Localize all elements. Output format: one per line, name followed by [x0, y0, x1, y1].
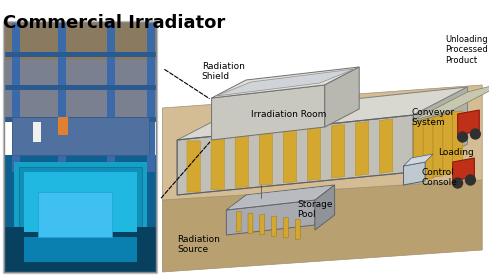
Polygon shape [325, 67, 359, 127]
Polygon shape [331, 124, 345, 178]
Circle shape [471, 129, 480, 139]
Polygon shape [163, 85, 482, 200]
Text: Radiation
Source: Radiation Source [177, 235, 220, 255]
Polygon shape [226, 185, 334, 210]
Polygon shape [443, 113, 453, 174]
Bar [24, 237, 137, 262]
Text: Commercial Irradiator: Commercial Irradiator [3, 14, 225, 32]
Bar [12, 22, 20, 172]
Text: Storage
Pool: Storage Pool [297, 200, 332, 220]
Polygon shape [283, 218, 288, 238]
Text: Irradiation Room: Irradiation Room [251, 110, 327, 119]
Polygon shape [414, 87, 468, 172]
Circle shape [453, 178, 463, 188]
Text: Radiation
Shield: Radiation Shield [202, 62, 245, 81]
Polygon shape [414, 82, 497, 120]
Polygon shape [217, 69, 354, 96]
Text: Conveyor
System: Conveyor System [412, 108, 454, 127]
Polygon shape [315, 185, 334, 230]
Bar [4, 227, 157, 272]
Polygon shape [453, 111, 463, 172]
Bar [4, 155, 157, 272]
Polygon shape [414, 112, 453, 182]
Polygon shape [235, 135, 248, 187]
Text: Unloading
Processed
Product: Unloading Processed Product [445, 35, 488, 65]
Bar [38, 192, 112, 237]
Bar [24, 172, 137, 232]
Bar [4, 85, 157, 90]
Bar [4, 22, 157, 272]
Text: Control
Console: Control Console [421, 168, 457, 187]
Polygon shape [212, 85, 325, 140]
Bar [58, 117, 68, 135]
Polygon shape [226, 200, 315, 235]
Polygon shape [260, 214, 265, 235]
Polygon shape [404, 154, 433, 166]
Polygon shape [272, 216, 276, 237]
Polygon shape [177, 87, 468, 140]
Bar [4, 60, 157, 117]
Bar [147, 22, 155, 172]
Polygon shape [163, 180, 482, 272]
Polygon shape [259, 133, 272, 185]
Polygon shape [404, 162, 425, 185]
Bar [19, 167, 142, 247]
Polygon shape [379, 119, 393, 173]
Polygon shape [414, 121, 423, 182]
Polygon shape [283, 130, 297, 183]
Polygon shape [433, 116, 443, 177]
Text: Loading: Loading [438, 148, 474, 157]
Bar [33, 122, 41, 142]
Polygon shape [212, 67, 359, 98]
Polygon shape [248, 213, 253, 234]
Polygon shape [211, 138, 225, 190]
Polygon shape [423, 118, 433, 179]
Bar [4, 22, 157, 117]
Bar [107, 22, 115, 172]
Polygon shape [177, 115, 414, 195]
Polygon shape [229, 186, 331, 208]
Polygon shape [307, 127, 321, 180]
Bar [4, 117, 157, 122]
Bar [4, 52, 157, 57]
Polygon shape [187, 141, 200, 192]
Circle shape [458, 132, 468, 142]
Polygon shape [453, 158, 474, 181]
Bar [58, 22, 66, 172]
Bar [3, 21, 158, 273]
Polygon shape [355, 122, 369, 176]
Polygon shape [295, 219, 300, 239]
Circle shape [466, 175, 475, 185]
Polygon shape [236, 211, 241, 232]
Polygon shape [458, 110, 479, 135]
Bar [14, 162, 147, 249]
Bar [12, 117, 149, 155]
